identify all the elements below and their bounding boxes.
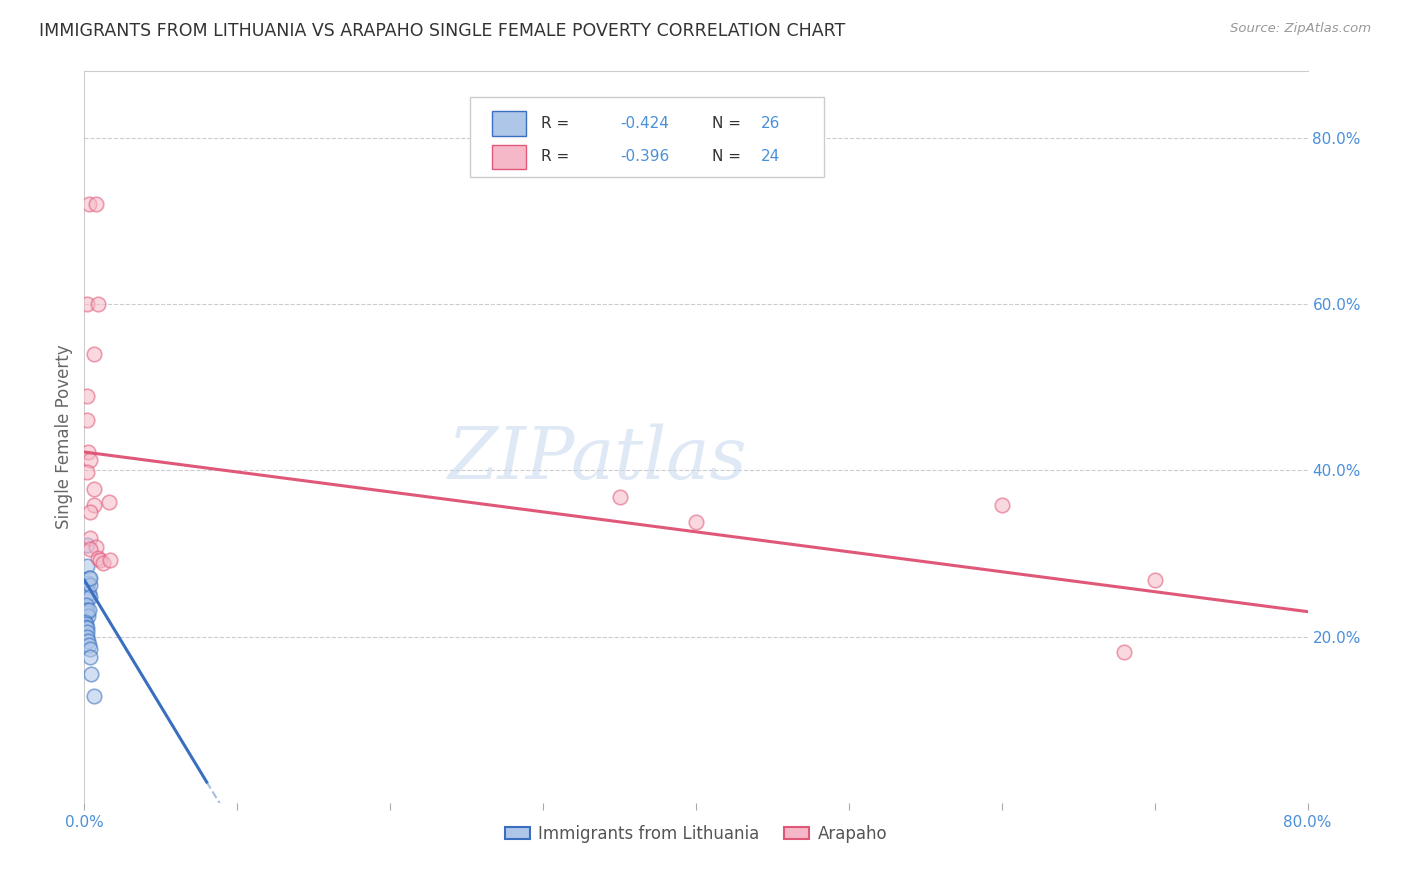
Point bbox=[77, 633, 100, 648]
Point bbox=[76, 607, 98, 621]
Point bbox=[87, 550, 110, 565]
Point bbox=[991, 498, 1014, 512]
Text: R =: R = bbox=[541, 150, 569, 164]
Point bbox=[79, 532, 101, 546]
Point bbox=[79, 642, 101, 657]
Point bbox=[83, 690, 105, 704]
Point bbox=[77, 571, 100, 585]
Point bbox=[89, 553, 111, 567]
FancyBboxPatch shape bbox=[492, 145, 526, 169]
Point bbox=[75, 617, 97, 632]
Point bbox=[1114, 644, 1136, 658]
Point bbox=[83, 482, 105, 496]
Point bbox=[84, 197, 107, 211]
Point bbox=[685, 515, 707, 529]
Point bbox=[1143, 573, 1166, 587]
Point bbox=[79, 650, 101, 665]
Text: ZIPatlas: ZIPatlas bbox=[449, 424, 748, 494]
Point bbox=[76, 558, 98, 573]
Text: -0.396: -0.396 bbox=[620, 150, 669, 164]
Point bbox=[77, 197, 100, 211]
Point bbox=[79, 578, 101, 592]
Point bbox=[77, 586, 100, 600]
Point bbox=[79, 505, 101, 519]
FancyBboxPatch shape bbox=[470, 97, 824, 178]
Text: N =: N = bbox=[711, 116, 741, 131]
Point bbox=[79, 453, 101, 467]
Point bbox=[84, 540, 107, 554]
Point bbox=[75, 615, 97, 629]
Point bbox=[79, 590, 101, 604]
Point bbox=[91, 557, 114, 571]
Point bbox=[76, 297, 98, 311]
Point bbox=[76, 603, 98, 617]
Point bbox=[76, 625, 98, 640]
Legend: Immigrants from Lithuania, Arapaho: Immigrants from Lithuania, Arapaho bbox=[498, 818, 894, 849]
Text: -0.424: -0.424 bbox=[620, 116, 669, 131]
Text: R =: R = bbox=[541, 116, 569, 131]
Point bbox=[77, 608, 100, 623]
Point bbox=[76, 465, 98, 479]
Y-axis label: Single Female Poverty: Single Female Poverty bbox=[55, 345, 73, 529]
Point bbox=[79, 571, 101, 585]
Point bbox=[77, 603, 100, 617]
Point bbox=[77, 590, 100, 604]
Point bbox=[77, 445, 100, 459]
Point bbox=[77, 638, 100, 652]
Point bbox=[76, 413, 98, 427]
Point bbox=[77, 575, 100, 590]
FancyBboxPatch shape bbox=[492, 111, 526, 136]
Point bbox=[75, 598, 97, 612]
Point bbox=[75, 619, 97, 633]
Point bbox=[83, 347, 105, 361]
Point bbox=[80, 667, 103, 681]
Text: 26: 26 bbox=[761, 116, 780, 131]
Text: N =: N = bbox=[711, 150, 741, 164]
Point bbox=[98, 553, 121, 567]
Point bbox=[76, 630, 98, 644]
Point bbox=[87, 297, 110, 311]
Text: Source: ZipAtlas.com: Source: ZipAtlas.com bbox=[1230, 22, 1371, 36]
Point bbox=[83, 498, 105, 512]
Point bbox=[79, 542, 101, 557]
Text: 24: 24 bbox=[761, 150, 780, 164]
Point bbox=[609, 490, 631, 504]
Point bbox=[76, 538, 98, 552]
Point bbox=[76, 388, 98, 402]
Text: IMMIGRANTS FROM LITHUANIA VS ARAPAHO SINGLE FEMALE POVERTY CORRELATION CHART: IMMIGRANTS FROM LITHUANIA VS ARAPAHO SIN… bbox=[39, 22, 845, 40]
Point bbox=[97, 495, 120, 509]
Point bbox=[76, 621, 98, 635]
